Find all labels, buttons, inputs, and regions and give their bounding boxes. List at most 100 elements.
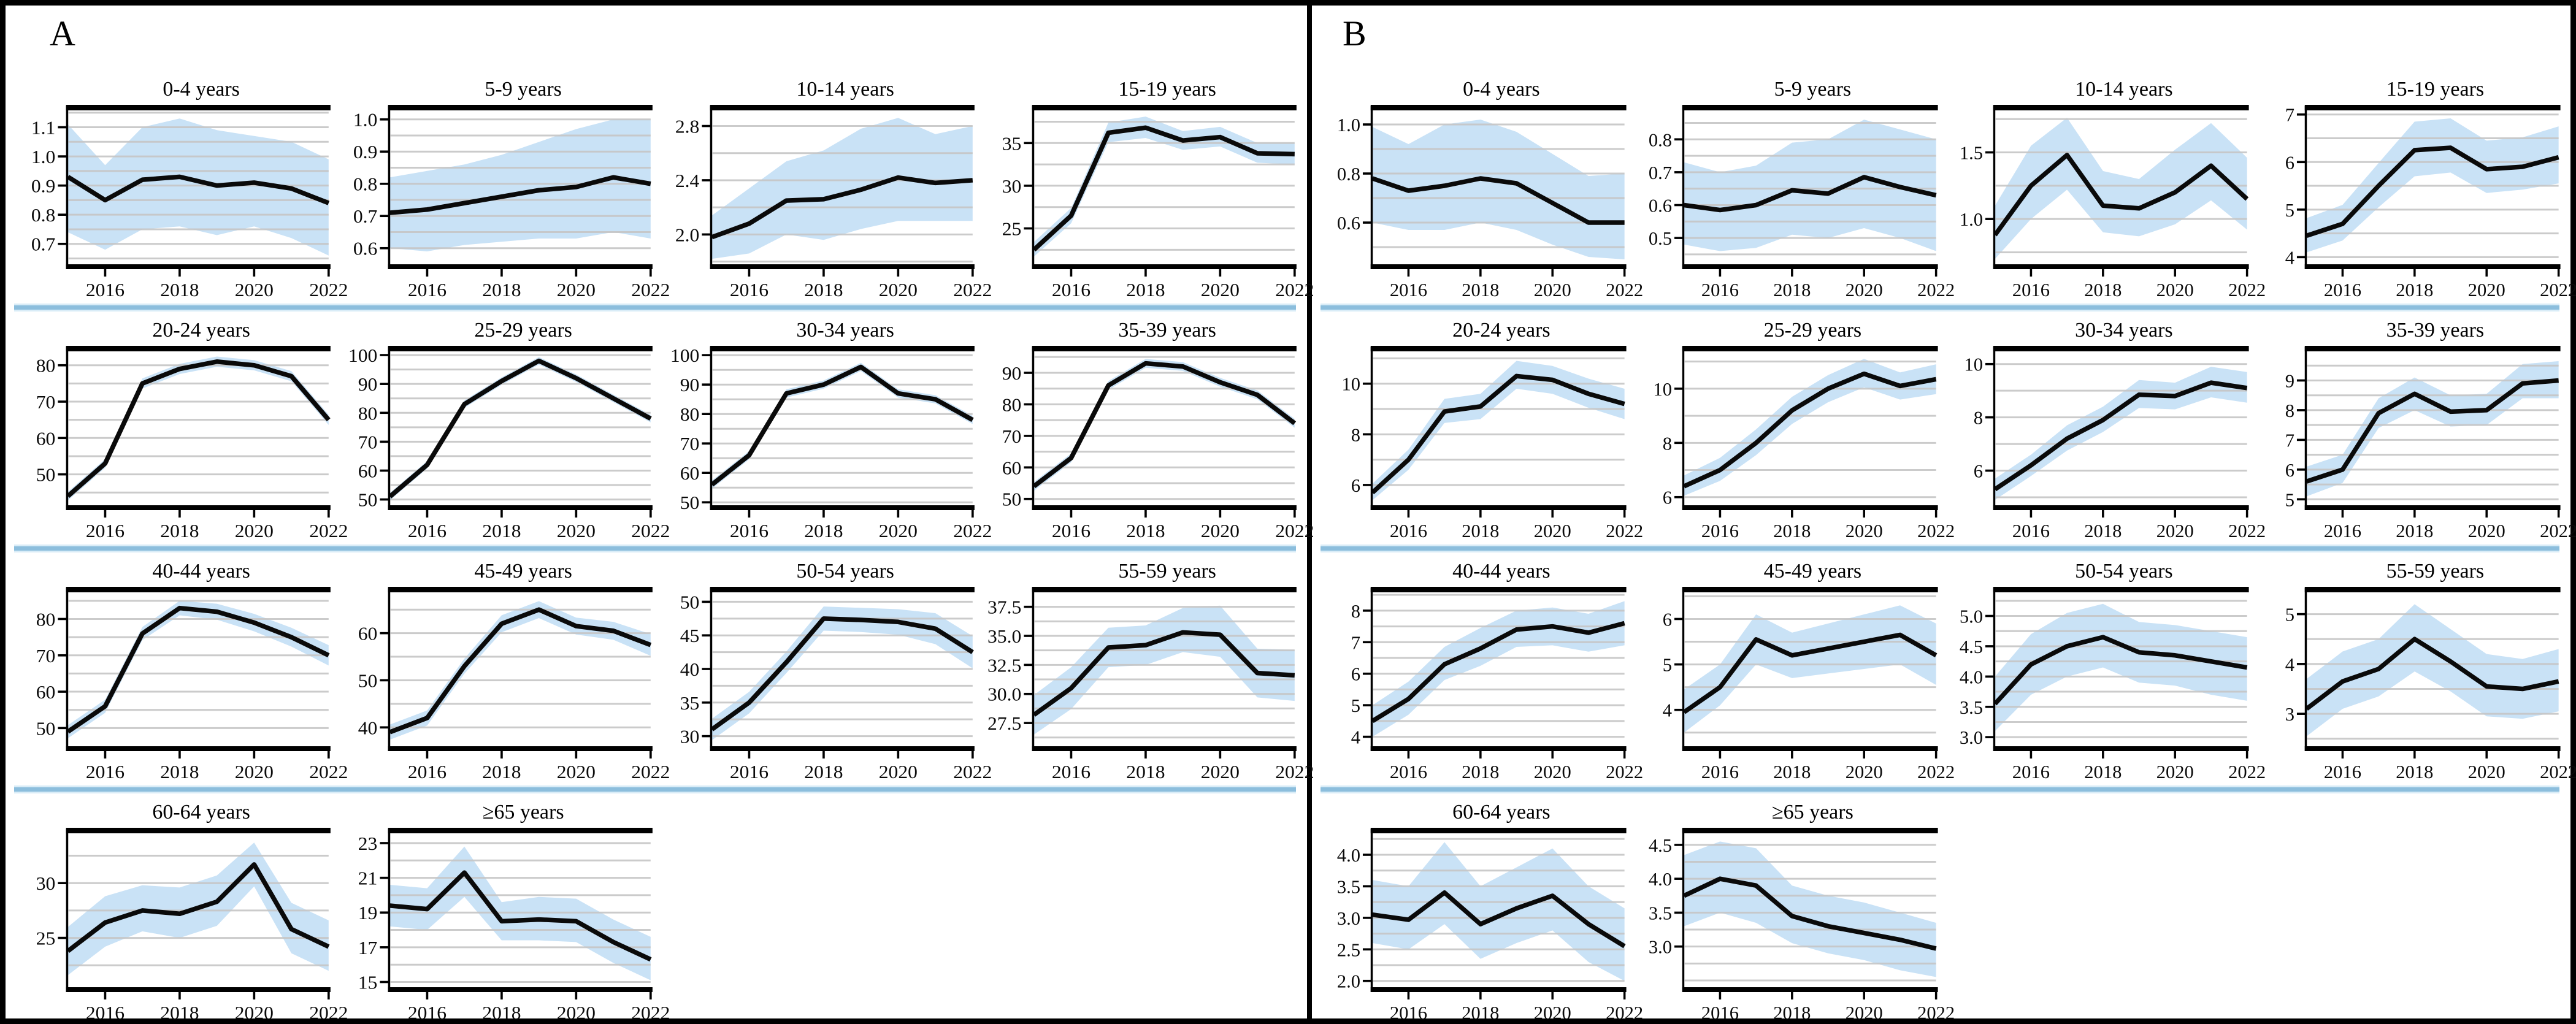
x-axis-label: 2020 [2156,762,2194,782]
chart-cell-30-34-years: 30-34 years 50 60 70 80 90 100 2016 2018 2020 2022 [657,318,992,542]
x-axis-label: 2022 [1606,280,1643,300]
x-axis-label: 2020 [2156,280,2194,300]
y-axis-label: 6 [1351,664,1360,685]
y-tick-mark [380,842,389,844]
y-axis-line [1370,588,1373,751]
x-axis-label: 2016 [2323,762,2361,782]
x-axis-label: 2022 [2540,762,2576,782]
chart-cell-10-14-years: 10-14 years 1.0 1.5 2016 2018 2020 2022 [1942,77,2266,301]
chart-title-35-39-years: 35-39 years [2386,319,2485,342]
trend-line [1682,876,1937,951]
x-axis-label: 2022 [2228,521,2266,541]
plot-top-border [1682,105,1938,110]
y-axis-label: 4 [2285,654,2294,675]
x-axis-label: 2020 [1534,280,1571,300]
y-tick-mark [1985,675,1994,678]
y-axis-label: 0.8 [1337,164,1360,185]
y-tick-mark [702,179,711,181]
age-chart-0-4-years: 0.6 0.8 1.0 2016 2018 2020 2022 [1337,105,1643,300]
y-axis-label: 5 [2285,200,2294,221]
chart-title-60-64-years: 60-64 years [152,801,250,823]
x-axis-label: 2020 [1845,280,1882,300]
y-tick-mark [380,632,389,635]
x-axis-label: 2020 [879,520,918,541]
x-tick-mark [178,269,181,277]
x-tick-mark [2245,269,2248,277]
x-axis-label: 2018 [1462,280,1499,300]
chart-cell-30-34-years: 30-34 years 6 8 10 2016 2018 2020 2022 [1942,318,2266,542]
x-axis-label: 2022 [1606,521,1643,541]
y-tick-mark [1362,885,1371,888]
x-tick-mark [971,269,974,277]
plot-top-border [1993,587,2249,592]
panel-b-row-3: 40-44 years 4 5 6 7 8 2016 2018 2020 2022 45-49 ye… [1319,559,2576,783]
y-axis-line [66,829,69,992]
y-tick-mark [380,383,389,385]
y-axis-label: 0.8 [353,174,377,195]
y-tick-mark [1674,945,1683,948]
y-axis-label: 45 [680,625,700,646]
chart-cell-15-19-years: 15-19 years 4 5 6 7 2016 2018 2020 2022 [2253,77,2576,301]
x-tick-mark [1479,751,1482,758]
x-axis-line [66,264,331,269]
y-axis-label: 80 [36,355,56,376]
y-tick-mark [58,437,67,440]
x-tick-mark [500,992,503,999]
y-tick-mark [58,155,67,158]
x-tick-mark [2174,751,2177,758]
confidence-band [2306,604,2559,736]
chart-cell-20-24-years: 20-24 years 50 60 70 80 2016 2018 2020 2022 [13,318,348,542]
x-tick-mark [2102,510,2104,518]
x-axis-label: 2022 [1275,761,1314,782]
x-axis-label: 2022 [953,761,992,782]
x-tick-mark [2485,751,2488,758]
y-tick-mark [58,727,67,730]
y-tick-mark [702,634,711,637]
y-axis-line [1370,829,1373,992]
x-tick-mark [1790,510,1793,518]
confidence-band [1684,120,1936,251]
y-axis-label: 0.6 [1648,195,1671,216]
x-axis-line [388,264,653,269]
x-axis-label: 2022 [1917,1003,1955,1023]
y-tick-mark [380,411,389,415]
y-tick-mark [380,726,389,729]
confidence-band [1684,359,1936,496]
x-tick-mark [1479,992,1482,999]
x-axis-line [66,987,331,992]
y-tick-mark [1024,497,1033,500]
chart-title-35-39-years: 35-39 years [1118,319,1216,342]
x-tick-mark [1144,751,1147,758]
x-axis-label: 2018 [160,761,199,782]
trend-line [711,175,973,240]
x-axis-label: 2022 [1917,521,1955,541]
x-tick-mark [971,751,974,758]
y-tick-mark [1024,466,1033,469]
x-tick-mark [822,510,825,518]
trend-line [66,359,331,498]
y-axis-label: 1.1 [31,117,55,139]
chart-title-65-years: ≥65 years [1771,801,1853,823]
x-tick-mark [2030,510,2033,518]
plot-top-border [710,587,975,592]
y-axis-line [2304,347,2307,510]
trend-line [1032,125,1295,252]
chart-cell-5-9-years: 5-9 years 0.5 0.6 0.7 0.8 2016 2018 2020 2022 [1631,77,1954,301]
y-axis-label: 0.7 [353,206,377,227]
x-axis-label: 2020 [557,761,596,782]
y-axis-label: 50 [36,718,56,739]
trend-line [1683,175,1936,213]
y-tick-mark [58,184,67,187]
x-axis-line [1370,264,1627,269]
y-tick-mark [58,654,67,657]
y-axis-line [2304,588,2307,751]
y-tick-mark [1024,692,1033,695]
x-tick-mark [1219,269,1222,277]
x-tick-mark [1862,992,1865,999]
y-axis-label: 37.5 [987,597,1021,618]
y-tick-mark [58,882,67,885]
x-axis-label: 2018 [482,279,521,300]
y-tick-mark [1674,441,1683,445]
y-axis-label: 2.5 [1337,939,1360,960]
confidence-band [1995,603,2247,732]
